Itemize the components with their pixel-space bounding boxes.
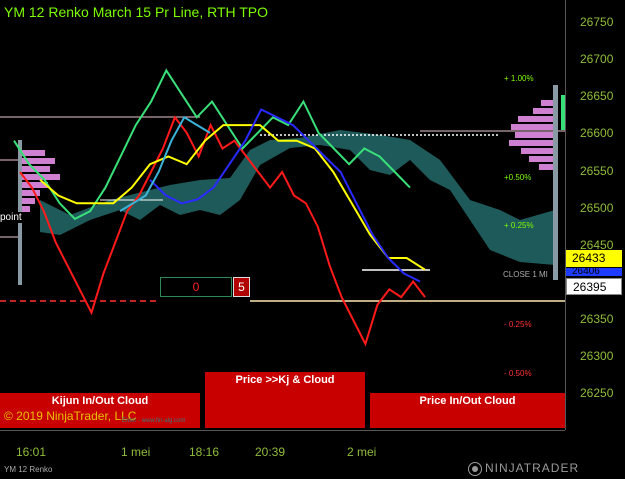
tpo-profile-bar [529,156,553,162]
price-cloud-label: Price In/Out Cloud [419,395,516,407]
price-tick: 26500 [580,201,614,215]
price-tick: 26250 [580,386,614,400]
percent-label-plus-025: + 0.25% [504,221,534,230]
price-tick: 26700 [580,52,614,66]
tpo-profile-bar [511,124,553,130]
percent-label-minus-025: - 0.25% [504,320,532,329]
price-tick: 26650 [580,89,614,103]
series-line [119,115,211,212]
time-tick: 1 mei [121,445,151,459]
time-tick: 16:01 [16,445,47,459]
tpo-profile-marker [561,95,565,130]
price-marker-blue: 26406 [566,268,622,276]
price-marker-white: 26395 [566,278,622,295]
copyright-text: © 2019 NinjaTrader, LLC [4,409,137,423]
ichimoku-cloud [40,130,555,265]
tpo-profile-bar [20,182,48,188]
tpo-profile-bar [20,150,45,156]
kijun-cloud-label: Kijun In/Out Cloud [51,395,149,407]
price-tick: 26750 [580,15,614,29]
price-cloud-button[interactable]: Price In/Out Cloud [370,393,565,428]
counter-box-right[interactable]: 5 [233,277,250,297]
kijun-cloud-button[interactable]: Kijun In/Out Cloud [0,393,200,428]
ninjatrader-logo: NINJATRADER [468,461,579,476]
tpo-profile-bar [518,116,553,122]
counter-box-left[interactable]: 0 [160,277,232,297]
price-axis[interactable]: 26750 26700 26650 26600 26550 26500 2645… [565,0,625,430]
price-tick: 26600 [580,126,614,140]
price-tick: 26450 [580,238,614,252]
tpo-profile-bar [509,140,553,146]
tpo-profile-bar [20,158,55,164]
plot-canvas [0,68,565,347]
website-text: Enter - www.fin-alg.com [122,418,186,424]
tpo-profile-bar [539,164,553,170]
time-tick: 2 mei [347,445,377,459]
percent-label-plus-050: +0.50% [504,173,532,182]
tpo-profile-bar [20,198,35,204]
tpo-profile-bar [20,190,40,196]
price-kj-cloud-button[interactable]: Price >>Kj & Cloud [205,372,365,428]
series-line [13,68,411,221]
brand-text: NINJATRADER [485,461,580,475]
series-line [19,115,426,347]
price-tick: 26350 [580,312,614,326]
ninjatrader-icon [468,461,482,476]
time-tick: 18:16 [189,445,220,459]
tpo-profile-bar [541,100,553,106]
percent-label-minus-050: - 0.50% [504,369,532,378]
tpo-profile-bar [515,132,553,138]
chart-title: YM 12 Renko March 15 Pr Line, RTH TPO [4,4,269,20]
series-line [39,124,426,271]
tpo-profile-bar [533,108,553,114]
time-tick: 20:39 [255,445,286,459]
tpo-profile-bar [521,148,553,154]
chart-area[interactable]: YM 12 Renko March 15 Pr Line, RTH TPO + … [0,0,565,430]
series-line [149,108,421,283]
tpo-profile-bar [20,174,60,180]
price-marker-yellow: 26433 [566,250,622,267]
time-axis[interactable]: 16:01 1 mei 18:16 20:39 2 mei [0,430,565,461]
percent-label-plus-1: + 1.00% [504,74,534,83]
price-tick: 26300 [580,349,614,363]
price-tick: 26550 [580,164,614,178]
instrument-label: YM 12 Renko [4,465,53,474]
price-kj-cloud-label: Price >>Kj & Cloud [235,374,335,386]
tpo-profile-axis [553,85,558,280]
point-label: point [0,212,22,223]
close-label: CLOSE 1 MI [503,270,548,279]
tpo-profile-bar [20,206,30,212]
